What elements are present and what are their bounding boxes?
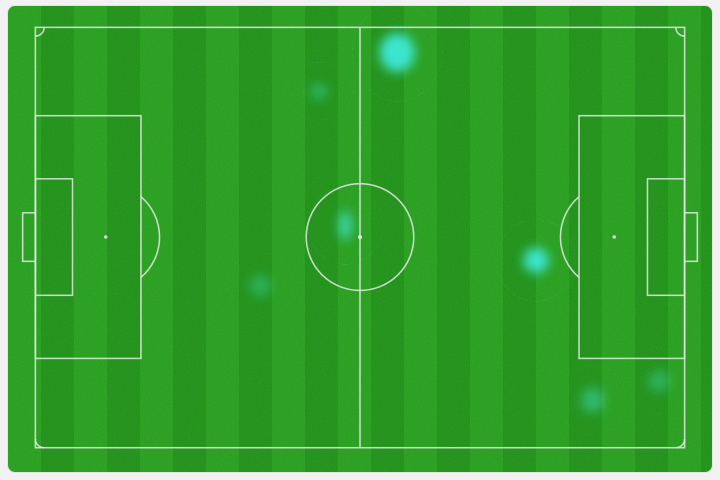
blob-bottom-right-b-core: [648, 370, 670, 392]
corner-arc-top-right: [675, 27, 685, 37]
blob-center-circle-core: [338, 210, 353, 240]
football-pitch[interactable]: [8, 6, 712, 472]
blob-left-mid-core: [249, 274, 272, 297]
left-penalty-area: [34, 114, 142, 360]
right-penalty-spot: [612, 235, 616, 239]
left-penalty-arc: [140, 196, 161, 279]
right-goal-area: [646, 178, 686, 297]
right-goal: [683, 212, 699, 263]
blob-right-arc-core: [523, 247, 549, 273]
right-penalty-area: [578, 114, 686, 360]
blob-bottom-right-a-core: [580, 387, 605, 413]
center-circle: [305, 182, 415, 292]
right-penalty-arc: [559, 196, 580, 279]
corner-arc-bottom-right: [675, 438, 686, 449]
left-penalty-spot: [104, 235, 108, 239]
activity-heatmap: [227, 6, 691, 436]
pitch-markings: [21, 26, 699, 449]
blob-upper-left-mid-core: [310, 83, 328, 100]
left-goal-area: [34, 178, 74, 297]
left-goal: [21, 212, 37, 263]
center-spot: [357, 234, 363, 240]
blob-top-center-core: [379, 33, 415, 73]
corner-arc-top-left: [35, 27, 45, 37]
corner-arc-bottom-left: [34, 438, 45, 449]
